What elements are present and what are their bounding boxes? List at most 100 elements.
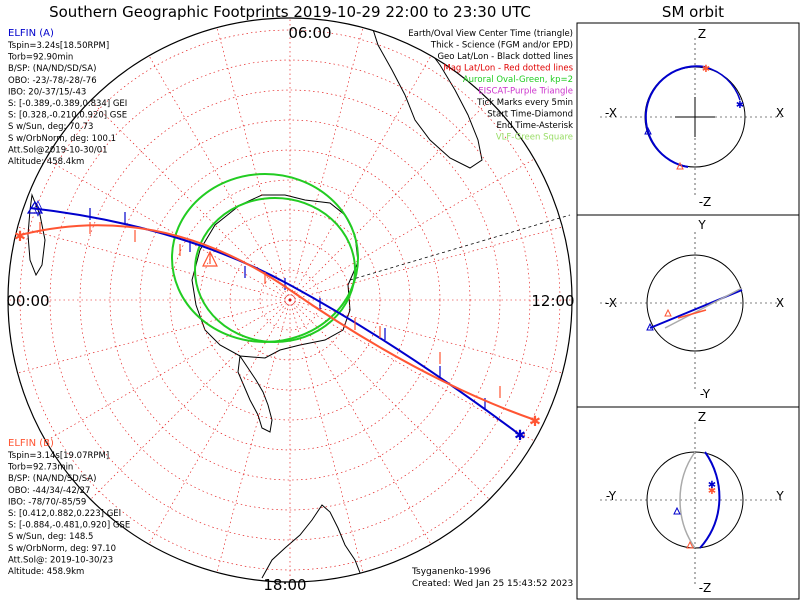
elfin-a-info-line: S w/OrbNorm, deg: 100.1: [8, 134, 116, 144]
svg-text:✱: ✱: [708, 486, 716, 497]
elfin-b-info-line: IBO: -78/70/-85/59: [8, 497, 86, 507]
elfin-b-info-line: Att.Sol@: 2019-10-30/23: [8, 555, 113, 565]
elfin-b-info-line: B/SP: (NA/ND/SD/SA): [8, 474, 96, 484]
elfin-a-title: ELFIN (A): [8, 28, 54, 39]
legend-entry: Auroral Oval-Green, kp=2: [463, 75, 573, 85]
elfin-b-track-line: [19, 224, 536, 421]
elfin-a-info-line: Torb=92.90min: [7, 53, 73, 63]
clock-label-top: 06:00: [288, 24, 331, 42]
elfin-a-info: ELFIN (A) Tspin=3.24s[18.50RPM] Torb=92.9…: [7, 28, 127, 167]
svg-text:✱: ✱: [708, 480, 716, 491]
elfin-a-end-asterisk: ✱: [514, 428, 526, 444]
clock-label-bottom: 18:00: [263, 576, 306, 594]
orbit-panel-xz: ✱ ✱ Z -Z -X X: [600, 27, 785, 209]
elfin-b-start-asterisk: ✱: [14, 229, 26, 245]
orbit-panel-2-frame: [576, 214, 800, 408]
orbit-panel-3-frame: [576, 406, 800, 600]
mag-latitude-circle: [79, 89, 501, 511]
sun-direction-line: [349, 214, 571, 281]
mag-longitude-line: [43, 299, 291, 443]
antarctic-peninsula-outline: [237, 354, 273, 433]
auroral-oval: [171, 173, 359, 343]
mag-longitude-line: [289, 225, 566, 301]
svg-text:✱: ✱: [736, 100, 744, 111]
elfin-b-end-asterisk: ✱: [529, 414, 541, 430]
elfin-b-center-triangle: [202, 250, 218, 267]
orbit-title: SM orbit: [662, 3, 724, 21]
orbit-panel-xy: Y -Y -X X: [600, 218, 785, 401]
mag-longitude-line: [215, 24, 291, 301]
legend-entry: Earth/Oval View Center Time (triangle): [408, 29, 573, 39]
elfin-b-info: ELFIN (B) Tspin=3.14s[19.07RPM] Torb=92.7…: [7, 438, 130, 577]
elfin-b-info-line: Torb=92.73min: [7, 463, 73, 473]
orbit-3-right: Y: [775, 489, 784, 503]
clock-label-left: 00:00: [6, 292, 49, 310]
elfin-a-lines: Tspin=3.24s[18.50RPM] Torb=92.90minB/SP: …: [7, 41, 127, 167]
orbit-1-top: Z: [698, 27, 706, 41]
elfin-a-info-line: S w/Sun, deg: 70.73: [8, 122, 93, 132]
mag-longitude-line: [14, 225, 291, 301]
elfin-a-info-line: S: [0.328,-0.210,0.920] GSE: [8, 111, 127, 121]
mag-longitude-line: [289, 98, 492, 301]
continent-outlines: [27, 19, 572, 579]
legend-entry: Start Time-Diamond: [487, 110, 573, 120]
elfin-a-info-line: OBO: -23/-78/-28/-76: [8, 76, 97, 86]
svg-text:✱: ✱: [702, 64, 710, 75]
legend: Earth/Oval View Center Time (triangle) Th…: [408, 29, 573, 143]
elfin-b-tick-marks: [39, 222, 501, 398]
map-border: [7, 17, 573, 583]
mag-longitude-line: [289, 157, 537, 301]
elfin-b-track: ✱ ✱: [14, 222, 541, 430]
legend-entry: Geo Lat/Lon - Black dotted lines: [437, 52, 573, 62]
elfin-a-info-line: Tspin=3.24s[18.50RPM]: [7, 41, 109, 51]
orbit-2-bottom: -Y: [700, 387, 711, 401]
elfin-a-info-line: IBO: 20/-37/15/-43: [8, 87, 86, 97]
orbit-2-left: -X: [605, 296, 617, 310]
legend-entry: EISCAT-Purple Triangle: [478, 87, 573, 97]
elfin-a-info-line: Att.Sol@2019-10-30/01: [8, 145, 108, 155]
orbit-1-left: -X: [605, 106, 617, 120]
legend-entry: Tick Marks every 5min: [476, 98, 573, 108]
new-zealand-outline: [27, 193, 46, 277]
mag-longitude-line: [147, 299, 291, 547]
elfin-b-lines: Tspin=3.14s[19.07RPM] Torb=92.73minB/SP: …: [7, 451, 130, 577]
orbit-2-right: X: [776, 296, 784, 310]
orbit-3-bottom: -Z: [699, 581, 712, 595]
clock-label-right: 12:00: [531, 292, 574, 310]
elfin-a-info-line: Altitude: 458.4km: [8, 157, 84, 167]
mag-longitude-line: [147, 53, 291, 301]
elfin-b-info-line: Tspin=3.14s[19.07RPM]: [7, 451, 109, 461]
elfin-b-info-line: S w/OrbNorm, deg: 97.10: [8, 544, 116, 554]
orbit-panel-yz: ✱ ✱ Z -Z -Y Y: [600, 410, 785, 595]
elfin-a-track-line: [29, 207, 521, 436]
elfin-b-info-line: S: [-0.884,-0.481,0.920] GSE: [8, 521, 130, 531]
south-america-outline: [261, 504, 363, 579]
elfin-b-info-line: S w/Sun, deg: 148.5: [8, 532, 93, 542]
orbit-1-right: X: [776, 106, 784, 120]
polar-map: ◊ ✱ ✱ ✱ 06:00 00:00 12:00 18:00: [6, 17, 575, 594]
legend-entry: VLF-Green Square: [496, 133, 573, 143]
mag-longitude-line: [14, 299, 291, 375]
elfin-a-tick-marks: [89, 208, 486, 410]
orbit-2-top: Y: [697, 218, 706, 232]
antarctica-outline: [191, 194, 359, 359]
mag-longitude-line: [88, 299, 291, 502]
elfin-b-info-line: OBO: -44/34/-42/27: [8, 486, 90, 496]
legend-entry: End Time-Asterisk: [496, 121, 573, 131]
created-date: Created: Wed Jan 25 15:43:52 2023: [412, 579, 573, 589]
auroral-oval-inner: [194, 197, 356, 343]
model-credit: Tsyganenko-1996: [411, 567, 491, 577]
legend-entry: Thick - Science (FGM and/or EPD): [430, 41, 573, 51]
elfin-b-info-line: Altitude: 458.9km: [8, 567, 84, 577]
elfin-a-track: ◊ ✱: [26, 198, 526, 444]
figure-title: Southern Geographic Footprints 2019-10-2…: [49, 3, 531, 21]
mag-longitude-line: [43, 157, 291, 301]
mag-longitude-line: [289, 53, 433, 301]
mag-latitude-circle: [169, 179, 411, 421]
orbit-3-left: -Y: [606, 489, 617, 503]
orbit-panels: ✱ ✱ Z -Z -X X Y -Y -X X: [576, 22, 800, 600]
orbit-3-top: Z: [698, 410, 706, 424]
elfin-b-info-line: S: [0.412,0.882,0.223] GEI: [8, 509, 121, 519]
elfin-b-title: ELFIN (B): [8, 438, 54, 449]
